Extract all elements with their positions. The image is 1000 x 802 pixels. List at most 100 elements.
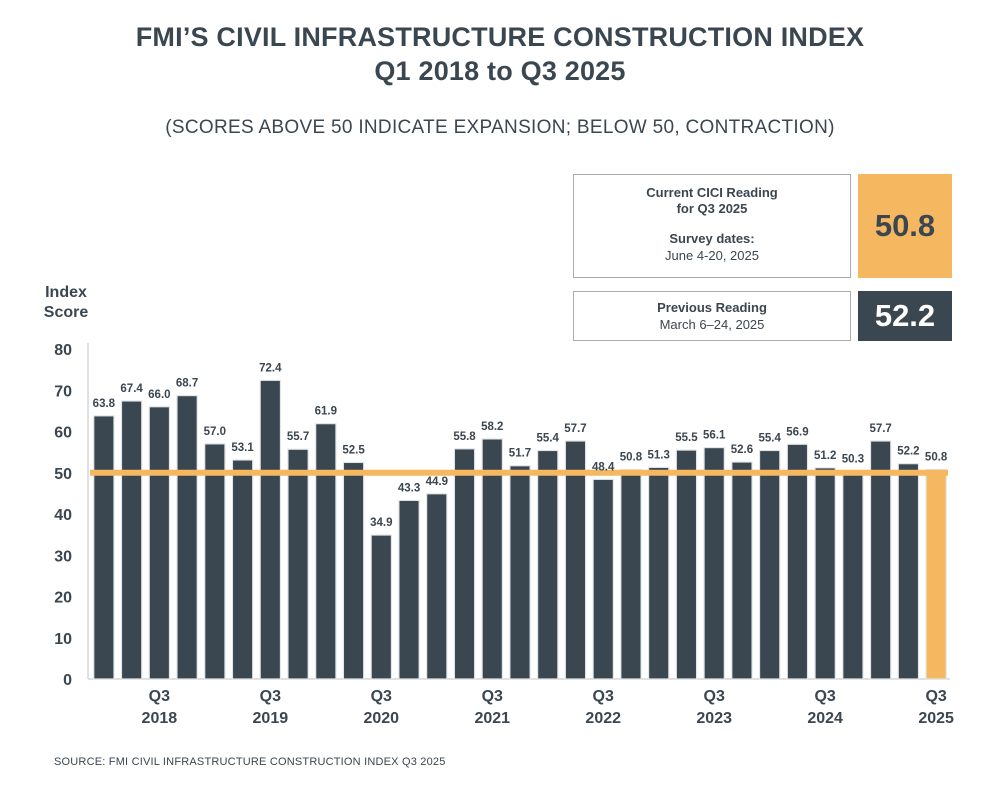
data-label: 50.3 bbox=[842, 454, 864, 466]
x-tick-quarter: Q3 bbox=[482, 688, 503, 705]
bar bbox=[342, 461, 365, 680]
data-label: 55.5 bbox=[675, 432, 698, 444]
bar-highlight bbox=[925, 468, 947, 680]
data-label: 72.4 bbox=[259, 362, 282, 374]
bar bbox=[620, 468, 642, 680]
bar bbox=[120, 400, 143, 680]
chart-subtitle: (SCORES ABOVE 50 INDICATE EXPANSION; BEL… bbox=[165, 117, 835, 138]
y-tick-label: 60 bbox=[54, 425, 72, 442]
x-tick-year: 2021 bbox=[474, 710, 510, 727]
bar bbox=[315, 423, 337, 680]
bar bbox=[148, 406, 171, 680]
survey-dates-value: June 4-20, 2025 bbox=[665, 248, 759, 263]
x-tick-year: 2024 bbox=[807, 710, 843, 727]
bar bbox=[481, 438, 503, 680]
x-tick-quarter: Q3 bbox=[371, 688, 392, 705]
previous-reading-dates: March 6–24, 2025 bbox=[659, 317, 765, 332]
current-reading-box: Current CICI Reading for Q3 2025 Survey … bbox=[573, 174, 851, 278]
data-label: 56.1 bbox=[703, 430, 726, 442]
chart-subtitle-range: Q1 2018 to Q3 2025 bbox=[374, 56, 626, 86]
data-label: 51.2 bbox=[814, 450, 836, 462]
bar bbox=[731, 461, 753, 680]
bar bbox=[814, 467, 836, 680]
previous-reading-value: 52.2 bbox=[858, 291, 952, 341]
y-tick-label: 0 bbox=[63, 672, 72, 689]
previous-reading-label: Previous Reading bbox=[657, 300, 767, 315]
x-tick-quarter: Q3 bbox=[149, 688, 170, 705]
data-label: 50.8 bbox=[620, 451, 643, 463]
data-label: 43.3 bbox=[398, 482, 420, 494]
x-tick-quarter: Q3 bbox=[814, 688, 835, 705]
y-tick-label: 10 bbox=[54, 631, 72, 648]
y-tick-label: 20 bbox=[54, 590, 72, 607]
data-label: 51.7 bbox=[509, 448, 531, 460]
bar bbox=[176, 395, 198, 680]
bar bbox=[259, 379, 282, 680]
current-reading-line2: for Q3 2025 bbox=[676, 201, 748, 216]
y-axis-label: Index Score bbox=[43, 284, 89, 321]
data-label: 55.4 bbox=[758, 432, 781, 444]
x-tick-year: 2022 bbox=[585, 710, 621, 727]
data-label: 50.8 bbox=[925, 451, 948, 463]
bar bbox=[453, 448, 476, 680]
bar bbox=[897, 463, 920, 680]
x-tick-quarter: Q3 bbox=[593, 688, 614, 705]
data-label: 57.7 bbox=[869, 423, 891, 435]
bar bbox=[370, 534, 393, 680]
bar bbox=[426, 493, 448, 680]
x-tick-quarter: Q3 bbox=[925, 688, 946, 705]
x-tick-year: 2020 bbox=[363, 710, 399, 727]
data-label: 55.7 bbox=[287, 431, 309, 443]
data-label: 52.6 bbox=[731, 444, 753, 456]
bar bbox=[786, 443, 809, 680]
y-tick-label: 40 bbox=[54, 507, 72, 524]
data-label: 44.9 bbox=[426, 476, 448, 488]
current-reading-line1: Current CICI Reading bbox=[646, 185, 778, 200]
data-label: 58.2 bbox=[481, 421, 503, 433]
y-tick-label: 70 bbox=[54, 383, 72, 400]
bar bbox=[509, 465, 531, 680]
y-tick-label: 80 bbox=[54, 342, 72, 359]
data-label: 52.2 bbox=[897, 446, 919, 458]
bar bbox=[204, 443, 226, 680]
chart-title: FMI’S CIVIL INFRASTRUCTURE CONSTRUCTION … bbox=[135, 22, 865, 52]
previous-reading-box: Previous Reading March 6–24, 2025 bbox=[573, 291, 851, 341]
data-label: 57.7 bbox=[564, 423, 586, 435]
x-tick-quarter: Q3 bbox=[704, 688, 725, 705]
bar bbox=[537, 449, 559, 680]
y-tick-label: 50 bbox=[54, 466, 72, 483]
current-reading-value: 50.8 bbox=[858, 174, 952, 278]
data-label: 67.4 bbox=[120, 383, 143, 395]
data-label: 57.0 bbox=[204, 426, 226, 438]
data-label: 56.9 bbox=[786, 426, 808, 438]
data-label: 53.1 bbox=[231, 442, 254, 454]
data-label: 55.8 bbox=[453, 431, 476, 443]
bar bbox=[675, 449, 698, 680]
source-note: SOURCE: FMI CIVIL INFRASTRUCTURE CONSTRU… bbox=[54, 756, 446, 768]
data-label: 68.7 bbox=[176, 378, 198, 390]
bar bbox=[93, 415, 115, 680]
data-label: 51.3 bbox=[648, 449, 670, 461]
data-label: 34.9 bbox=[370, 517, 392, 529]
x-tick-year: 2018 bbox=[142, 710, 178, 727]
data-label: 52.5 bbox=[342, 444, 365, 456]
bar bbox=[287, 448, 309, 680]
data-label: 48.4 bbox=[592, 461, 615, 473]
x-tick-year: 2023 bbox=[696, 710, 732, 727]
x-tick-quarter: Q3 bbox=[260, 688, 281, 705]
data-label: 63.8 bbox=[93, 398, 116, 410]
x-tick-year: 2025 bbox=[918, 710, 954, 727]
data-label: 61.9 bbox=[315, 406, 337, 418]
bar bbox=[703, 446, 725, 680]
bar bbox=[564, 440, 587, 680]
data-label: 66.0 bbox=[148, 389, 170, 401]
bar bbox=[398, 499, 420, 680]
y-tick-label: 30 bbox=[54, 548, 72, 565]
bar bbox=[231, 459, 254, 680]
bar bbox=[869, 440, 892, 680]
bar bbox=[758, 449, 781, 680]
bar bbox=[842, 470, 864, 680]
bar bbox=[592, 478, 614, 680]
x-tick-year: 2019 bbox=[253, 710, 289, 727]
